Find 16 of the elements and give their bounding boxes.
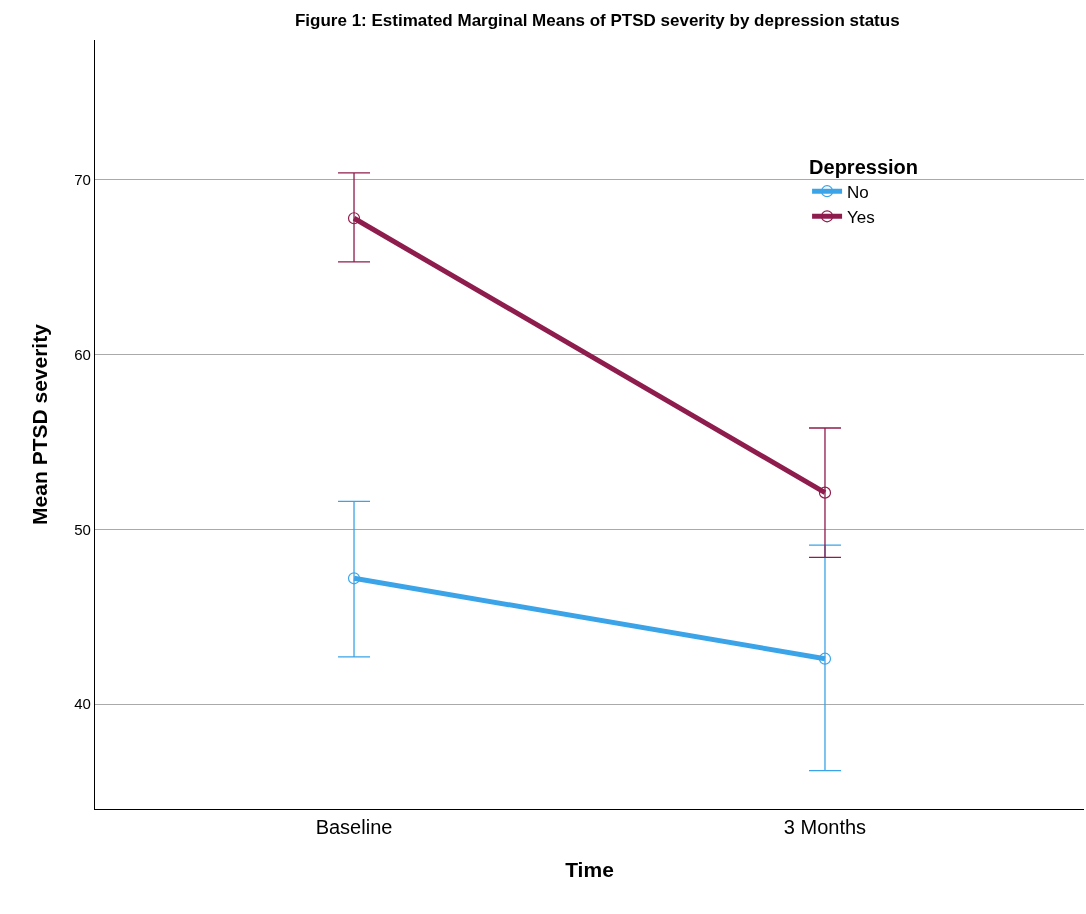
point [347, 572, 361, 585]
legend-label: No [847, 182, 869, 202]
legend-label: Yes [847, 207, 875, 227]
y-tick-label: 40 [74, 695, 91, 713]
point [818, 652, 832, 665]
x-tick-label: Baseline [315, 816, 393, 839]
point [818, 486, 832, 499]
x-axis-title: Time [565, 858, 614, 882]
y-axis-title: Mean PTSD severity [28, 323, 52, 525]
y-tick-label: 50 [74, 520, 91, 538]
y-tick-label: 60 [74, 345, 91, 363]
y-tick-label: 70 [74, 171, 91, 189]
legend-title: Depression [809, 155, 919, 178]
x-tick-label: 3 Months [783, 816, 867, 839]
chart-title: Figure 1: Estimated Marginal Means of PTSD severity by depression status [294, 10, 900, 30]
point [347, 212, 361, 225]
